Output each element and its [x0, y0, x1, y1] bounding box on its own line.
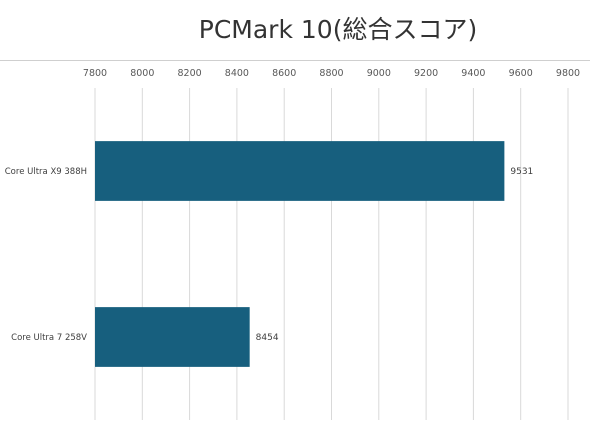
bar — [95, 141, 505, 201]
data-label: 9531 — [510, 167, 533, 177]
x-tick-label: 9200 — [414, 68, 438, 79]
category-label: Core Ultra 7 258V — [11, 333, 87, 343]
data-label: 8454 — [256, 333, 279, 343]
x-tick-label: 8400 — [225, 68, 249, 79]
x-tick-label: 8000 — [130, 68, 154, 79]
x-tick-label: 9000 — [367, 68, 391, 79]
chart-title: PCMark 10(総合スコア) — [198, 15, 478, 44]
bar — [95, 307, 250, 367]
chart-frame-border — [0, 60, 590, 61]
x-tick-label: 8800 — [319, 68, 343, 79]
x-tick-label: 8200 — [178, 68, 202, 79]
x-tick-label: 8600 — [272, 68, 296, 79]
x-tick-label: 7800 — [83, 68, 107, 79]
x-tick-label: 9600 — [509, 68, 533, 79]
category-label: Core Ultra X9 388H — [5, 167, 87, 177]
x-tick-label: 9800 — [556, 68, 580, 79]
x-tick-label: 9400 — [461, 68, 485, 79]
